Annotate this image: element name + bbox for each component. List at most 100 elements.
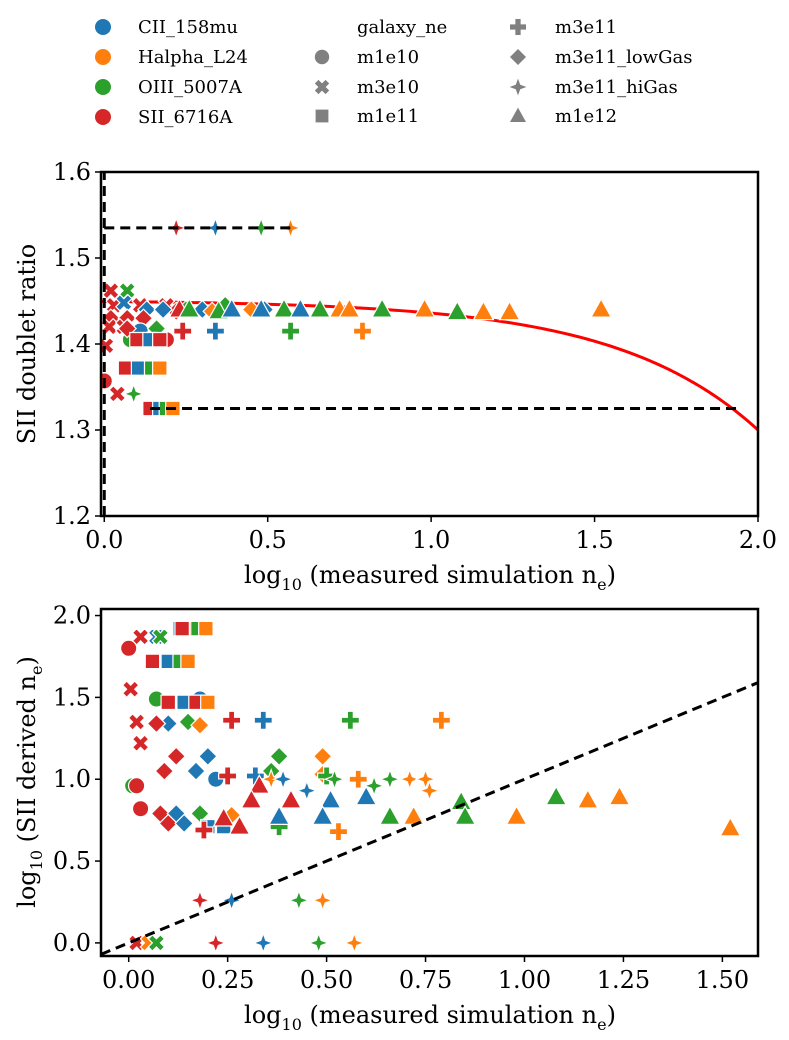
top-plot-area (101, 172, 758, 516)
top-point-oiii-5007a-m1e12 (371, 297, 394, 318)
bottom-point-sii-6716a-m1e12 (279, 788, 302, 809)
bottom-y-tick-label: 2.0 (53, 602, 91, 630)
bottom-point-halpha-l24-m3e11-lowgas (190, 715, 210, 736)
bottom-point-cii-158mu-m3e11-lowgas (198, 746, 218, 767)
top-point-cii-158mu-m3e10 (114, 293, 133, 312)
bottom-point-sii-6716a-m3e11 (194, 820, 214, 840)
bottom-plot: 0.00 0.25 0.50 0.75 1.00 1.25 1.50 0.0 0.5 1.0 1.5… (13, 602, 760, 1034)
bottom-point-oiii-5007a-m3e11-higas (307, 931, 330, 955)
top-x-tick-label: 1.5 (575, 526, 613, 554)
bottom-point-oiii-5007a-m3e11-lowgas (178, 712, 198, 732)
legend-swatch-halpha (95, 49, 111, 65)
bottom-point-sii-6716a-m3e11-lowgas (166, 746, 187, 767)
legend-marker-m3e11-higas (509, 78, 527, 96)
bottom-y-tick-label: 1.5 (53, 683, 91, 711)
bottom-y-axis-label-close: ) (13, 656, 41, 665)
top-x-tick-label: 0.0 (85, 526, 123, 554)
bottom-point-cii-158mu-m1e12 (268, 805, 291, 825)
legend-swatch-oiii (95, 79, 111, 95)
top-x-axis-label-rest-sub: e (597, 575, 606, 594)
bottom-point-oiii-5007a-m3e11-lowgas (269, 746, 289, 767)
legend-label-halpha: Halpha_L24 (138, 47, 248, 68)
top-point-cii-158mu-m3e11-higas (204, 216, 227, 240)
bottom-x-tick-label: 0.25 (201, 966, 254, 994)
bottom-point-cii-158mu-m3e11-lowgas (186, 761, 206, 781)
bottom-y-tick-label: 0.0 (53, 929, 91, 957)
bottom-point-cii-158mu-m3e11 (253, 710, 273, 730)
bottom-point-halpha-l24-m3e11-higas (398, 768, 421, 791)
bottom-point-oiii-5007a-m3e10 (151, 627, 170, 646)
bottom-point-sii-6716a-m3e11-higas (188, 889, 212, 912)
bottom-reference-dashed-line (101, 681, 758, 956)
top-plot-ticks: 0.0 0.5 1.0 1.5 2.0 1.2 1.3 1.4 1.5 1.6 (53, 158, 777, 554)
bottom-point-halpha-l24-m1e11 (180, 653, 196, 670)
bottom-point-oiii-5007a-m3e11-higas (362, 774, 386, 797)
legend-marker-m3e11 (510, 19, 526, 35)
bottom-y-axis-label-rest-sub: e (27, 666, 46, 675)
legend-label-m1e12: m1e12 (555, 106, 617, 127)
top-point-cii-158mu-m1e11 (130, 360, 147, 376)
legend: CII_158mu Halpha_L24 OIII_5007A SII_6716… (95, 17, 692, 128)
bottom-point-halpha-l24-m3e11 (348, 769, 368, 789)
bottom-point-oiii-5007a-m3e11 (316, 766, 337, 786)
legend-marker-m3e10 (314, 79, 330, 95)
top-point-halpha-l24-m1e12 (498, 300, 521, 321)
bottom-point-sii-6716a-m1e11 (174, 620, 190, 637)
legend-entry-sii: SII_6716A (95, 107, 233, 128)
bottom-point-halpha-l24-m1e12 (608, 785, 631, 806)
bottom-plot-frame (99, 607, 760, 958)
bottom-y-tick-label: 1.0 (53, 765, 91, 793)
bottom-point-halpha-l24-m3e11 (328, 822, 349, 842)
legend-swatch-sii (95, 109, 111, 125)
bottom-point-sii-6716a-m1e11 (160, 694, 177, 711)
bottom-point-sii-6716a-m3e10 (127, 713, 146, 731)
bottom-point-sii-6716a-m1e10 (127, 777, 146, 795)
bottom-point-halpha-l24-m3e11-higas (418, 779, 441, 802)
bottom-point-sii-6716a-m3e10 (131, 734, 150, 753)
top-point-sii-6716a-m3e10 (108, 384, 127, 403)
bottom-point-oiii-5007a-m3e10 (147, 933, 166, 952)
bottom-point-cii-158mu-m3e11-higas (271, 768, 295, 791)
top-point-oiii-5007a-m1e12 (446, 300, 469, 321)
bottom-point-halpha-l24-m3e11-lowgas (312, 746, 333, 767)
legend-label-m1e11: m1e11 (357, 106, 419, 127)
bottom-point-oiii-5007a-m1e12 (450, 790, 473, 811)
bottom-x-tick-label: 1.00 (498, 966, 551, 994)
top-point-halpha-l24-m3e11 (352, 321, 373, 341)
bottom-x-axis-label: log10 (measured simulation ne) (244, 1001, 616, 1034)
bottom-point-oiii-5007a-m1e12 (378, 805, 401, 825)
top-y-tick-label: 1.3 (53, 416, 91, 444)
bottom-point-cii-158mu-m3e11-higas (220, 889, 243, 912)
bottom-point-sii-6716a-m1e12 (240, 788, 263, 809)
bottom-x-axis-label-rest: (measured simulation n (302, 1001, 597, 1029)
bottom-x-axis-label-close: ) (607, 1001, 616, 1029)
top-x-tick-label: 2.0 (739, 526, 777, 554)
top-point-sii-6716a-m3e10 (101, 281, 120, 300)
top-point-oiii-5007a-m3e11 (280, 321, 301, 341)
top-point-cii-158mu-m3e11 (205, 321, 226, 341)
top-fit-curve (101, 299, 758, 432)
bottom-point-sii-6716a-m3e11 (222, 710, 242, 730)
legend-label-m3e11-lowgas: m3e11_lowGas (555, 47, 692, 68)
bottom-x-tick-label: 1.25 (597, 966, 650, 994)
legend-swatch-cii (95, 19, 111, 35)
top-point-oiii-5007a-m1e12 (273, 297, 296, 318)
legend-marker-m3e11-lowgas (510, 49, 526, 65)
legend-marker-m1e12 (510, 107, 526, 122)
top-x-tick-label: 0.5 (249, 526, 287, 554)
bottom-point-sii-6716a-m3e11-lowgas (158, 813, 179, 834)
bottom-point-sii-6716a-m1e12 (248, 774, 271, 794)
top-x-axis-label-sub: 10 (282, 575, 302, 594)
bottom-x-axis-label-rest-sub: e (597, 1015, 606, 1034)
bottom-point-halpha-l24-m3e11-higas (414, 768, 437, 791)
bottom-point-cii-158mu-m1e12 (355, 785, 378, 806)
bottom-point-sii-6716a-m3e11-lowgas (154, 761, 175, 781)
top-y-tick-label: 1.5 (53, 244, 91, 272)
bottom-point-oiii-5007a-m3e11-higas (323, 768, 346, 791)
top-y-tick-label: 1.6 (53, 158, 91, 186)
bottom-x-axis-label-sub: 10 (282, 1015, 302, 1034)
legend-label-m1e10: m1e10 (357, 47, 419, 68)
legend-marker-m1e10 (314, 49, 330, 65)
bottom-point-halpha-l24-m3e11-higas (259, 768, 283, 791)
legend-entry-halpha: Halpha_L24 (95, 47, 248, 68)
